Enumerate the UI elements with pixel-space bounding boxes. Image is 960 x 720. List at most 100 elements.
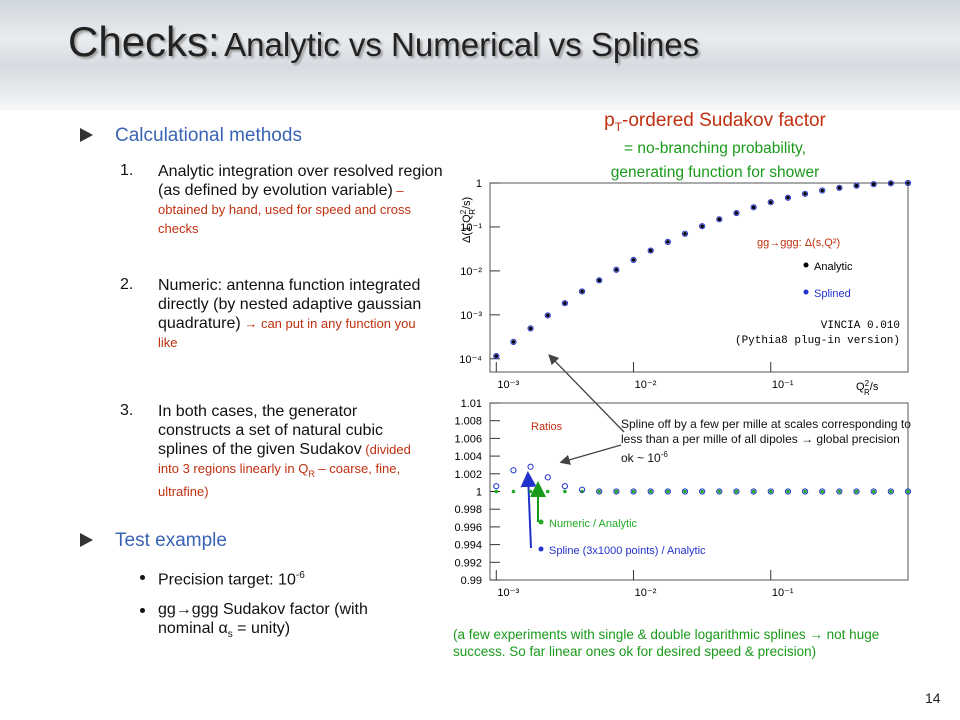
sub: R [468,209,477,215]
point [614,489,619,494]
point [511,340,516,344]
point [614,267,619,272]
point [803,489,807,494]
text: = unity) [232,620,291,637]
item: Precision target: 10-6 [158,566,438,589]
arrow [559,444,622,465]
note: – coarse, fine, ultrafine) [158,461,401,500]
sub: T [614,119,623,134]
text: p [604,110,615,131]
point [580,289,584,294]
text: Precision target: 10 [158,571,296,589]
text: Δ(1,Q [461,214,473,243]
page-number: 14 [925,690,941,706]
point [631,489,636,494]
point [596,277,603,284]
point [666,489,670,494]
x-tick-label: 10⁻¹ [772,587,794,599]
annotation: Spline off by a few per mille at scales … [621,417,913,466]
footnote: (a few experiments with single & double … [453,627,880,659]
point [716,216,723,223]
point [544,312,551,319]
x-tick-label: 10⁻² [635,587,657,599]
point [751,205,756,210]
y-tick-label: 10⁻³ [460,310,482,322]
sub: R [308,469,315,480]
plot-heading: pT-ordered Sudakov factor [500,110,930,134]
y-tick-label: 0.992 [454,557,482,569]
point [527,463,534,470]
heading: Test example [115,530,227,551]
point [854,183,859,188]
text: Q [856,381,865,393]
point [871,182,876,187]
text: Analytic integration over resolved regio… [158,163,443,199]
legend-title: gg→ggg: Δ(s,Q²) [757,237,840,249]
sup: -6 [660,450,668,459]
y-tick-label: 1.01 [461,398,482,410]
point [683,231,687,236]
point [904,488,912,495]
tail: /s) [461,197,473,209]
point [733,488,740,495]
point [597,489,602,494]
point [717,489,722,494]
point [819,187,826,194]
point [786,489,790,494]
note: (divided into 3 regions linearly in Q [158,442,411,476]
bullet [80,533,93,547]
legend-bullet [538,519,544,525]
point [510,467,517,474]
bullet [80,128,93,142]
annotation: (Pythia8 plug-in version) [735,335,900,347]
point [493,353,500,360]
y-tick-label: 0.994 [454,540,482,552]
legend-bullet [803,262,809,268]
point [528,326,533,331]
y-tick-label: 1.002 [454,469,482,481]
text: gg→ggg Sudakov factor (with nominal α [158,601,368,637]
arrow [548,354,625,433]
y-tick-label: 1.008 [454,416,482,428]
point [784,488,792,495]
text: Numeric: antenna function integrated dir… [158,277,422,332]
point [767,199,774,206]
plot-title: Ratios [531,421,563,433]
point [734,211,739,215]
point [751,489,756,494]
point [716,488,723,495]
y-tick-label: 1.004 [454,451,482,463]
point [887,180,894,187]
text: Spline off by a few per mille at scales … [621,417,911,465]
point [750,488,757,495]
point [664,488,671,495]
point [887,488,894,495]
point [494,354,499,358]
point [563,301,567,305]
point [837,186,842,190]
x-tick-label: 10⁻³ [497,587,519,599]
title-sub: Analytic vs Numerical vs Splines [224,26,700,63]
legend-label: Splined [814,288,851,300]
point [837,489,842,494]
point [683,489,687,494]
y-tick-label: 0.998 [454,504,482,516]
point [906,489,910,494]
point [768,200,773,205]
point [836,184,843,191]
heading: Calculational methods [115,125,302,146]
text: -ordered Sudakov factor [622,110,826,131]
sub: s [227,629,233,641]
point [750,204,757,211]
plot-line: = no-branching probability, [624,140,806,157]
title-main: Checks: [68,18,220,65]
point [733,209,740,217]
axis-label: Q2 R/s [856,379,879,397]
tail: /s [870,381,879,393]
point [613,266,620,273]
point [681,488,689,495]
bullet [140,608,145,613]
y-tick-label: 0.996 [454,522,482,534]
y-tick-label: 10⁻⁴ [459,354,482,366]
point [803,192,807,196]
